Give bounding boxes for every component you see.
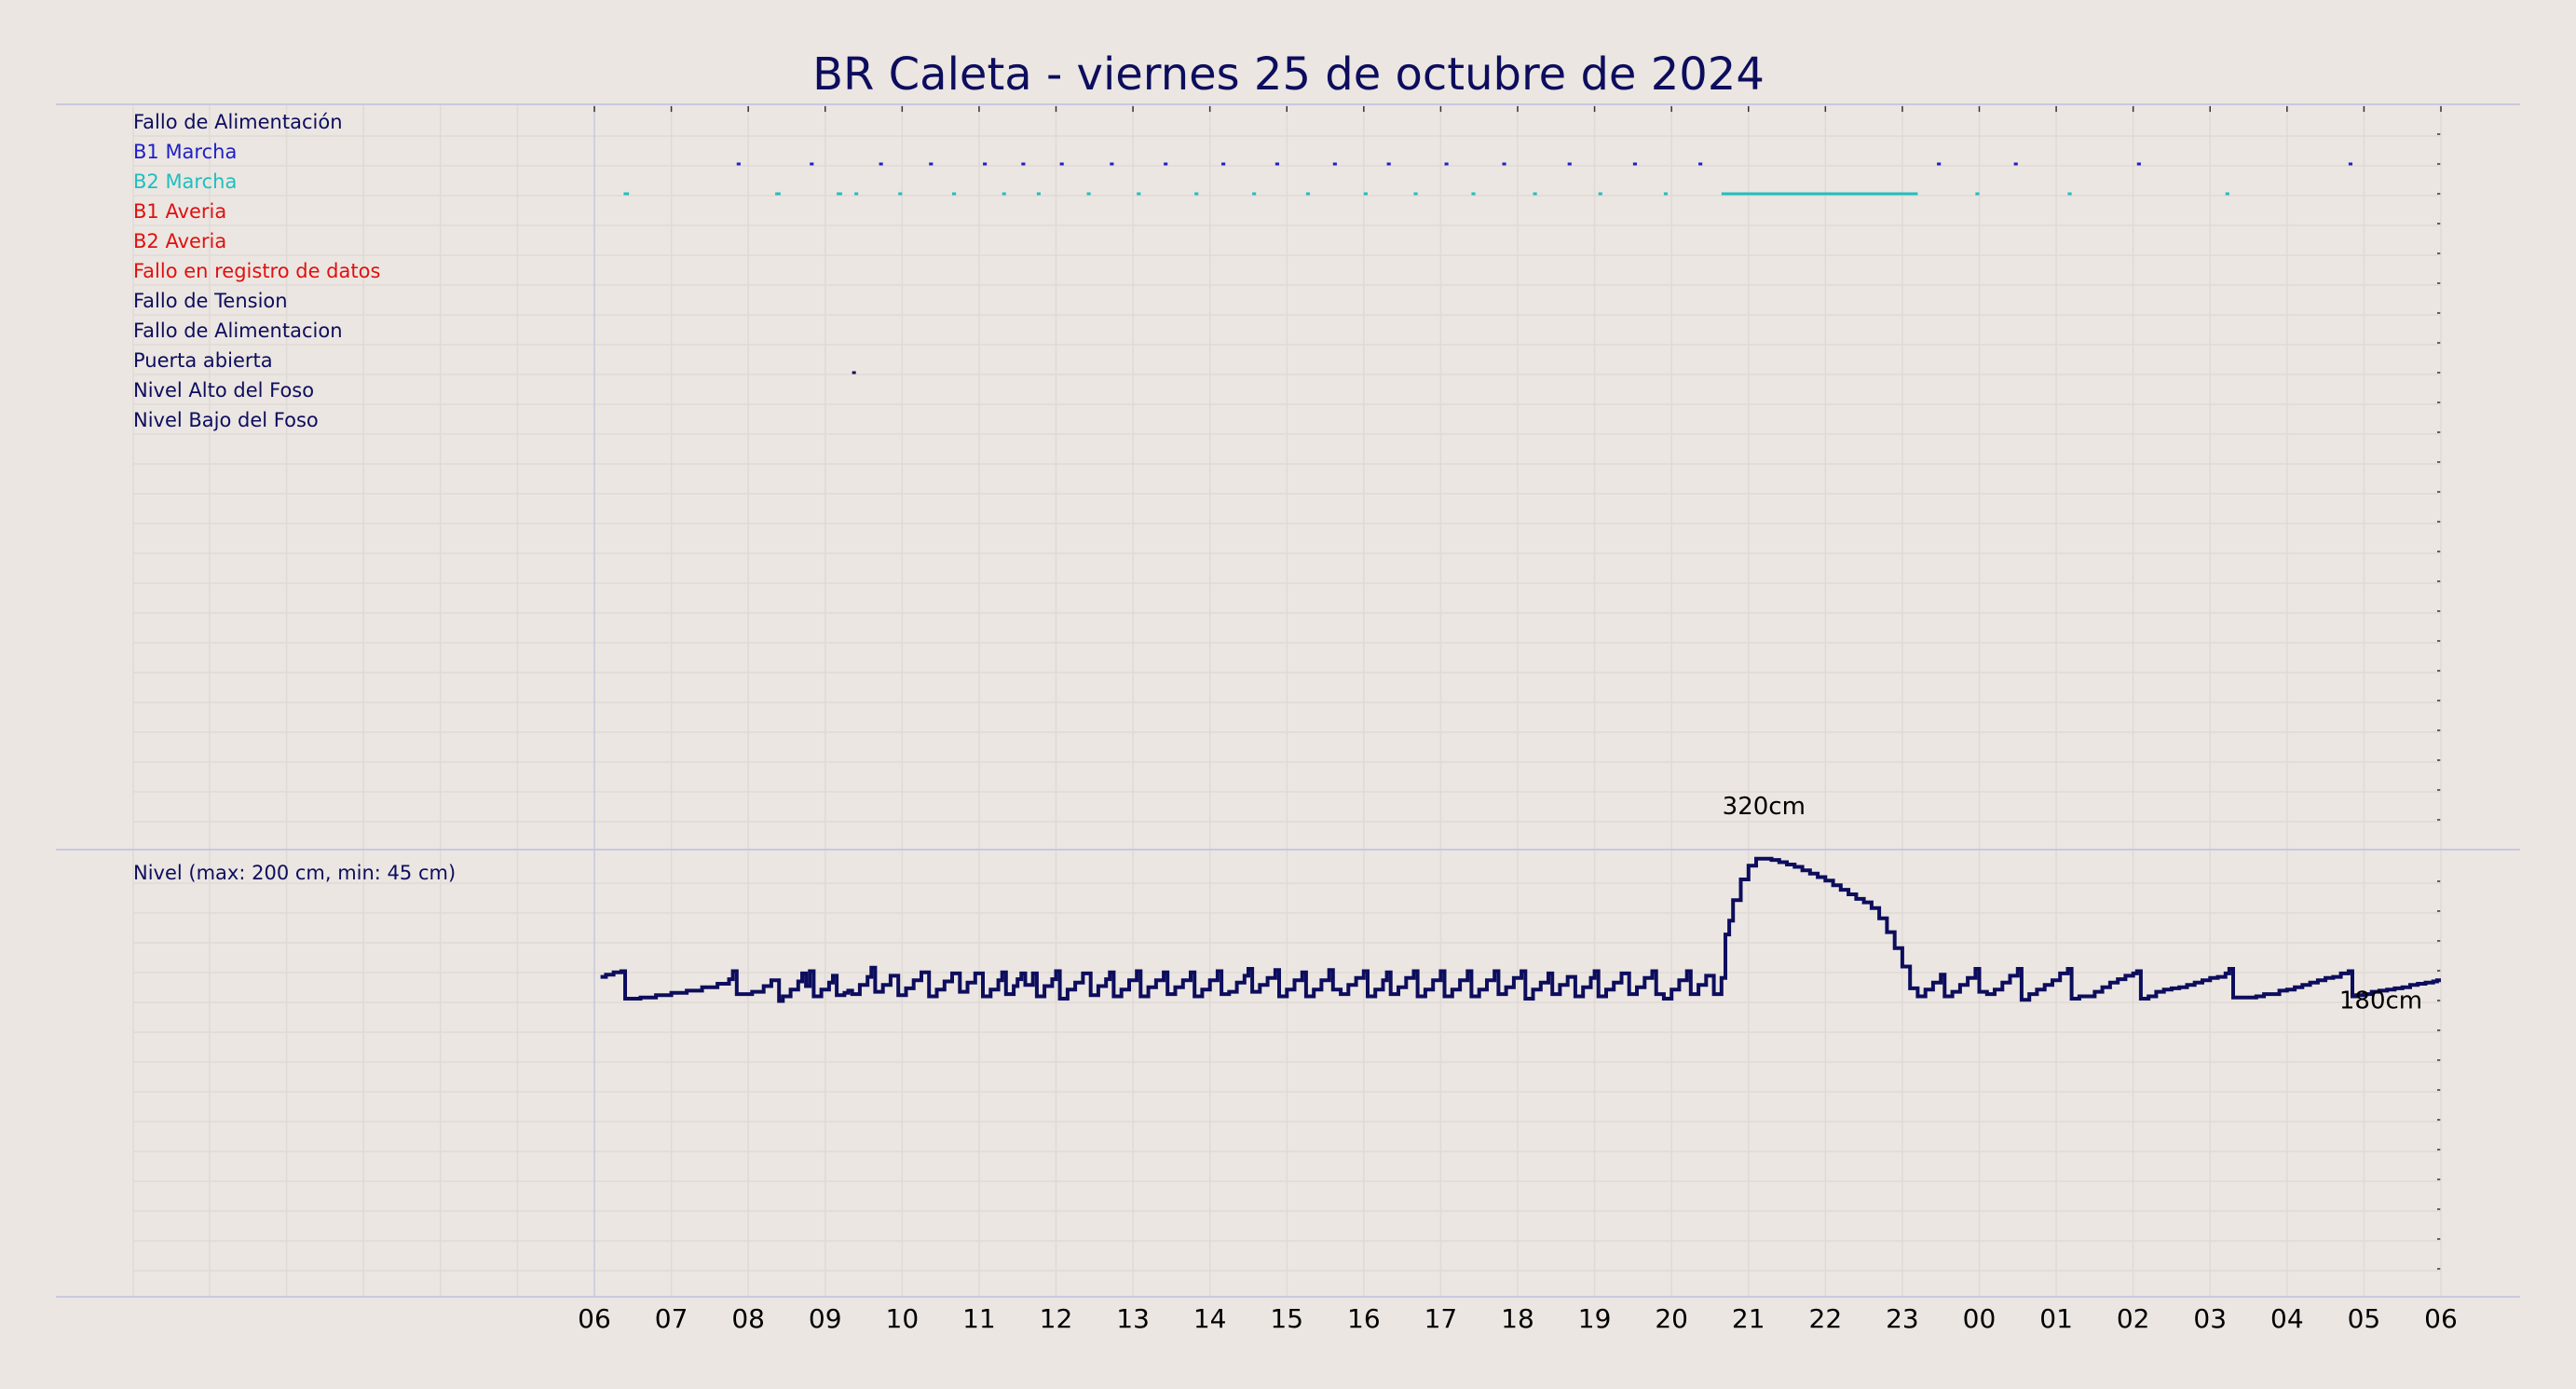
x-tick-label: 23 — [1886, 1303, 1919, 1334]
signal-label: Fallo de Tension — [133, 290, 288, 312]
signal-label: Nivel Alto del Foso — [133, 379, 314, 402]
x-tick-label: 14 — [1193, 1303, 1227, 1334]
panel-separators — [56, 103, 2520, 1298]
signal-label: B2 Averia — [133, 230, 226, 252]
x-tick-label: 02 — [2117, 1303, 2150, 1334]
signal-label: B1 Marcha — [133, 141, 237, 163]
x-tick-label: 20 — [1655, 1303, 1688, 1334]
x-tick-label: 18 — [1501, 1303, 1534, 1334]
x-tick-label: 07 — [655, 1303, 688, 1334]
signal-label: Fallo de Alimentación — [133, 111, 343, 133]
x-tick-label: 13 — [1116, 1303, 1150, 1334]
grid — [132, 104, 2442, 1297]
signal-label: Fallo en registro de datos — [133, 260, 380, 282]
x-tick-label: 06 — [578, 1303, 611, 1334]
signal-labels: Fallo de Alimentación B1 Marcha B2 Marcha B… — [133, 111, 380, 431]
level-line — [600, 856, 2441, 1003]
signal-label: B2 Marcha — [133, 170, 237, 193]
x-tick-label: 05 — [2348, 1303, 2381, 1334]
chart-title: BR Caleta - viernes 25 de octubre de 202… — [812, 48, 1765, 101]
x-tick-label: 00 — [1963, 1303, 1997, 1334]
x-tick-label: 01 — [2039, 1303, 2073, 1334]
x-tick-label: 17 — [1424, 1303, 1458, 1334]
x-tick-label: 19 — [1578, 1303, 1612, 1334]
x-axis-ticks: 06 07 08 09 10 11 12 13 14 15 16 17 18 19 20 21 22 23 00 01… — [578, 1303, 2458, 1334]
x-tick-label: 09 — [809, 1303, 842, 1334]
x-tick-label: 06 — [2424, 1303, 2458, 1334]
signal-label: Fallo de Alimentacion — [133, 320, 343, 342]
x-tick-label: 16 — [1347, 1303, 1381, 1334]
x-tick-label: 15 — [1270, 1303, 1303, 1334]
signal-label: Puerta abierta — [133, 349, 273, 372]
signal-label: Nivel Bajo del Foso — [133, 409, 319, 431]
x-tick-label: 12 — [1040, 1303, 1073, 1334]
max-annotation: 320cm — [1723, 793, 1806, 821]
x-tick-label: 03 — [2193, 1303, 2227, 1334]
level-label: Nivel (max: 200 cm, min: 45 cm) — [133, 862, 456, 884]
last-annotation: 180cm — [2339, 987, 2422, 1015]
x-tick-label: 10 — [886, 1303, 920, 1334]
x-tick-label: 21 — [1732, 1303, 1765, 1334]
x-tick-label: 11 — [962, 1303, 996, 1334]
x-tick-label: 22 — [1809, 1303, 1843, 1334]
x-tick-label: 08 — [731, 1303, 765, 1334]
signal-marks — [623, 162, 2353, 374]
x-tick-label: 04 — [2270, 1303, 2304, 1334]
signal-label: B1 Averia — [133, 200, 226, 223]
